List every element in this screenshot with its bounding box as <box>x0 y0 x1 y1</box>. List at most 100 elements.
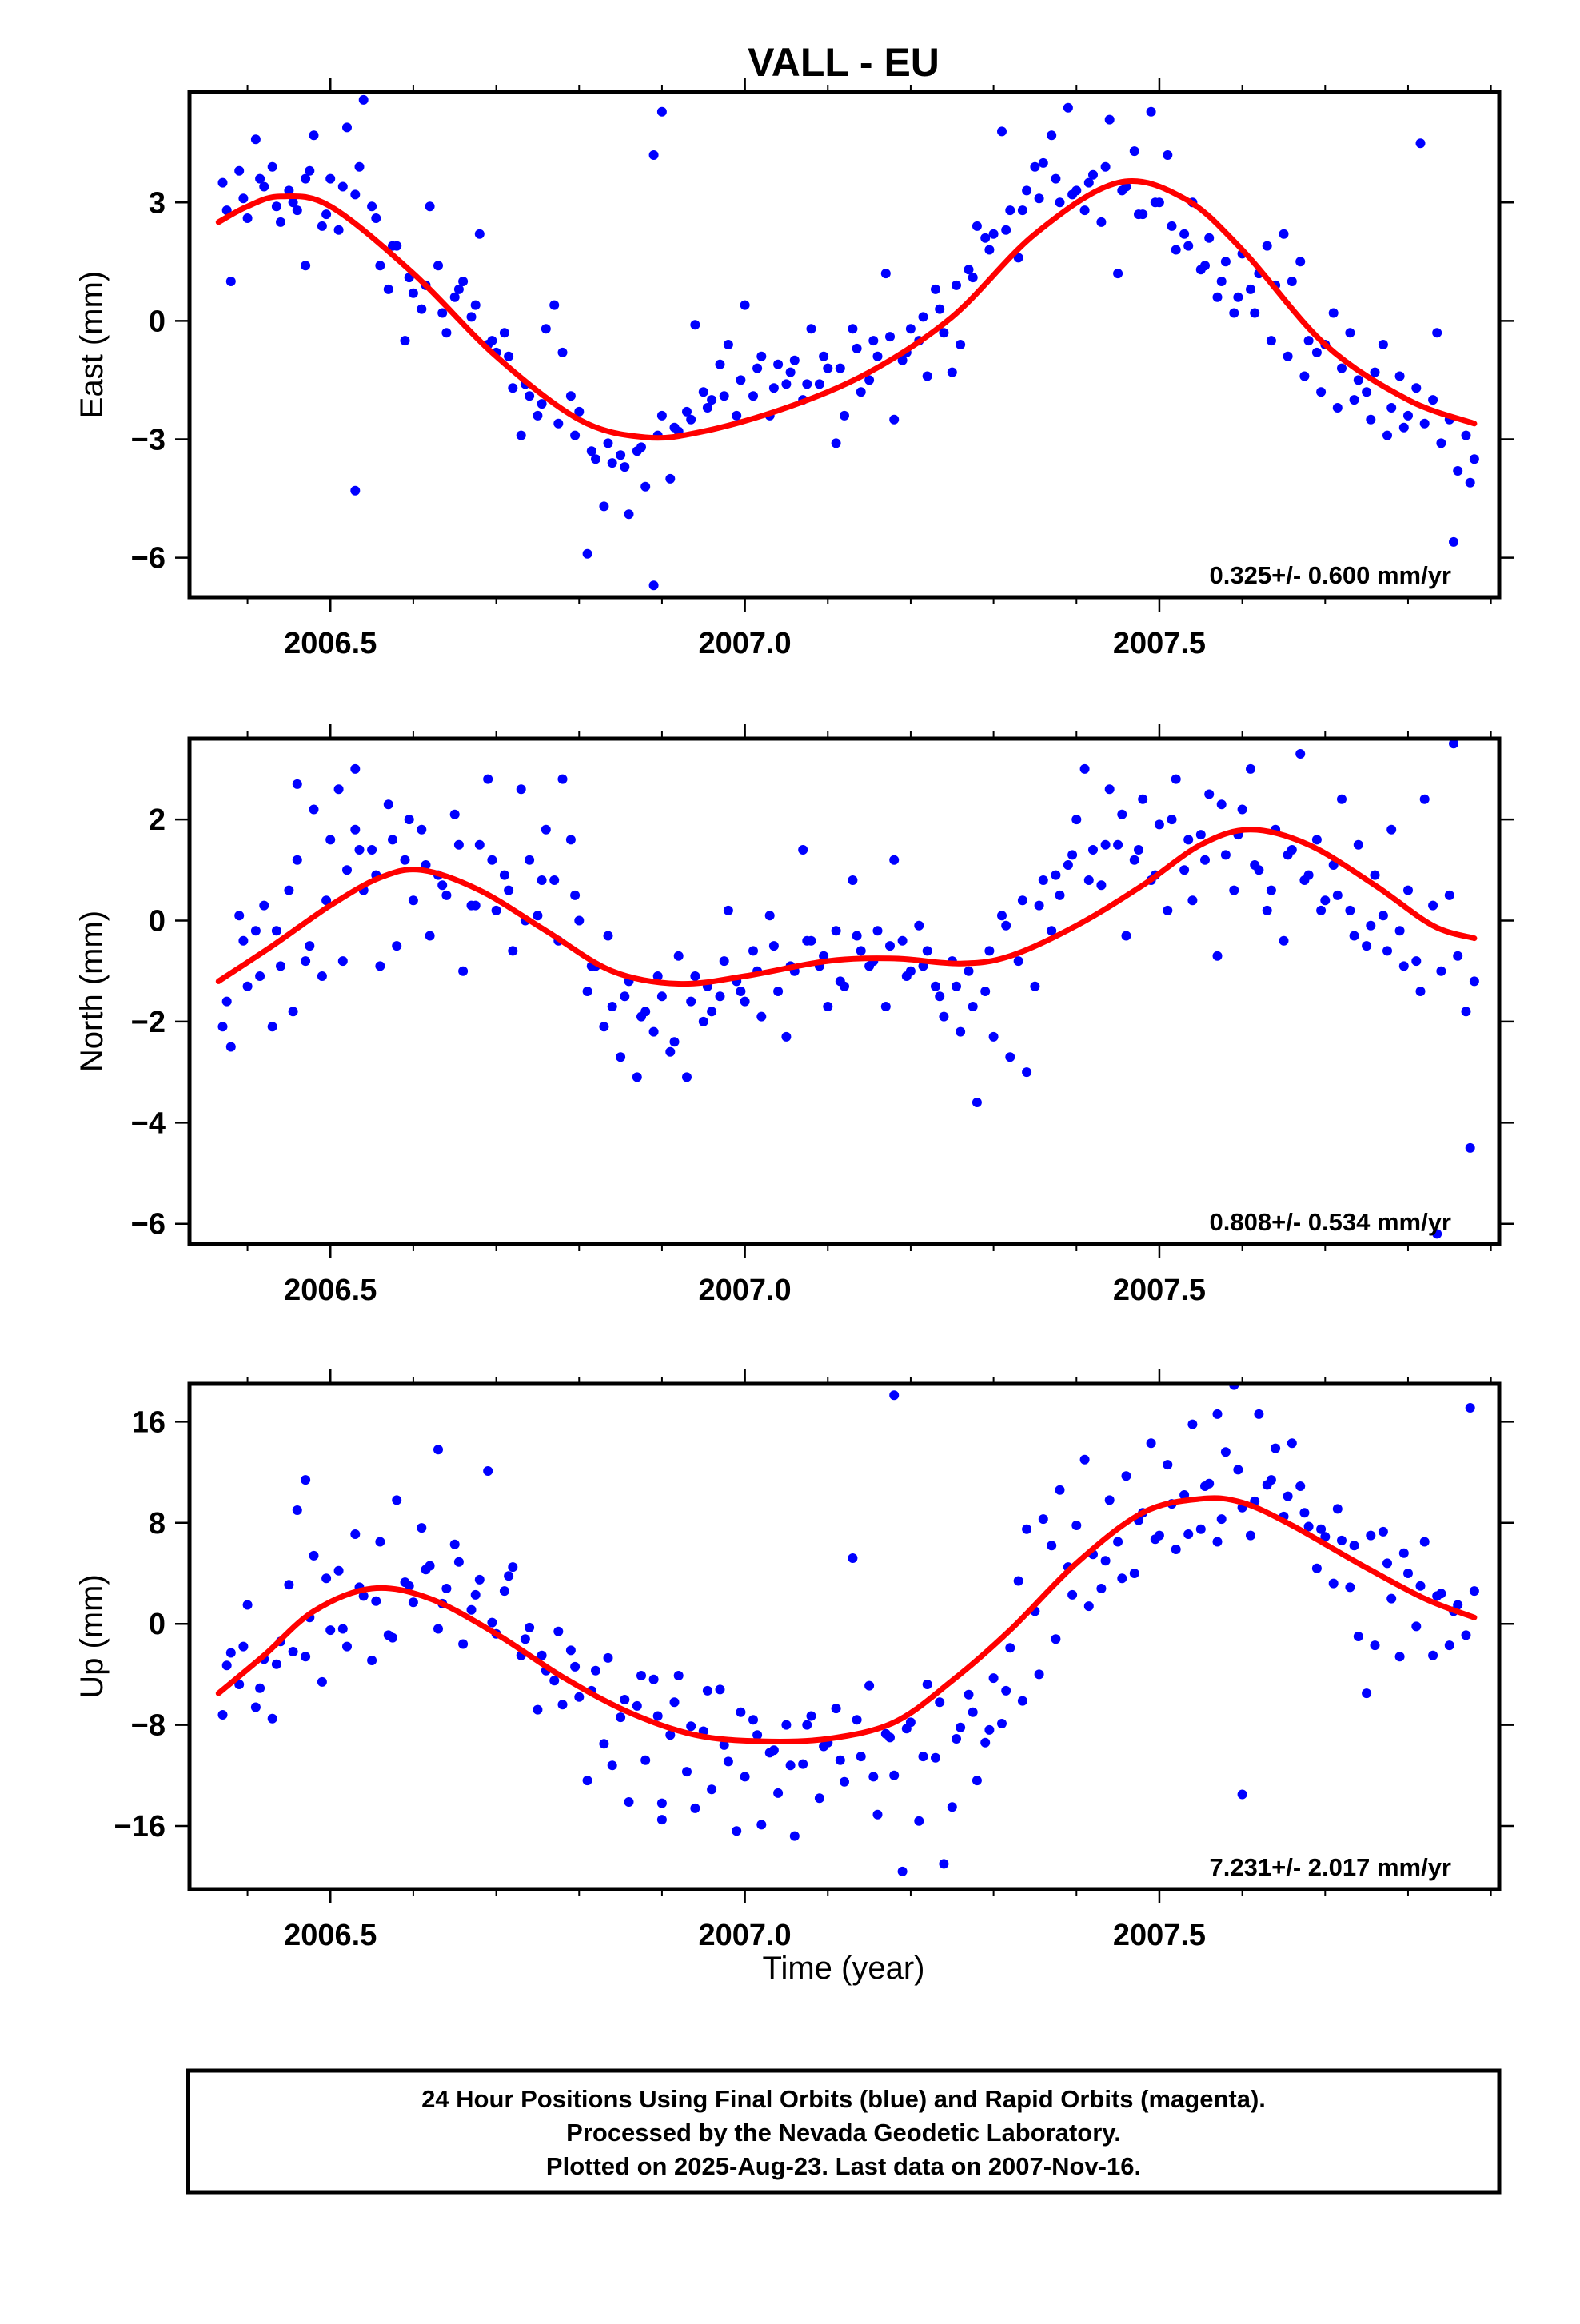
data-point <box>533 410 543 421</box>
data-point <box>570 430 581 440</box>
data-point <box>516 430 526 440</box>
data-point <box>665 1730 676 1740</box>
data-point <box>1370 1640 1380 1651</box>
data-point <box>756 351 767 361</box>
data-point <box>1104 1495 1115 1505</box>
data-point <box>707 1007 717 1017</box>
data-point <box>1088 845 1098 855</box>
data-point <box>1428 1650 1438 1660</box>
data-point <box>582 987 592 996</box>
data-point <box>968 1707 978 1717</box>
data-point <box>648 1674 659 1684</box>
data-point <box>1138 794 1148 804</box>
data-point <box>565 1645 576 1656</box>
data-point <box>333 225 344 235</box>
data-point <box>1216 799 1227 810</box>
data-point <box>325 835 336 845</box>
data-point <box>1134 209 1143 220</box>
data-point <box>1283 351 1293 361</box>
data-point <box>1287 277 1297 286</box>
data-point <box>499 1586 509 1597</box>
data-point <box>1337 794 1347 804</box>
data-point <box>217 177 228 188</box>
data-point <box>607 1760 617 1771</box>
data-point <box>607 458 617 468</box>
data-point <box>1295 257 1306 267</box>
data-point <box>1428 900 1438 911</box>
data-point <box>607 1002 617 1011</box>
fit-curve <box>215 1495 1478 1745</box>
data-point <box>288 1007 298 1017</box>
data-point <box>1212 292 1223 302</box>
data-point <box>1017 1696 1027 1706</box>
data-point <box>1047 926 1057 936</box>
data-point <box>715 1684 725 1695</box>
data-point <box>868 1772 879 1782</box>
data-point <box>972 1098 982 1107</box>
data-point <box>1349 1541 1359 1551</box>
data-point <box>1436 966 1446 976</box>
data-point <box>690 320 700 330</box>
data-point <box>819 951 829 961</box>
data-point <box>1419 794 1430 804</box>
data-point <box>1121 1471 1131 1481</box>
data-point <box>586 446 596 456</box>
data-point <box>487 1617 497 1628</box>
footer-line-1: 24 Hour Positions Using Final Orbits (bl… <box>421 2085 1266 2113</box>
data-point <box>864 375 875 385</box>
data-point <box>242 981 253 991</box>
data-point <box>1167 815 1177 825</box>
data-point <box>715 991 725 1002</box>
data-point <box>1195 1524 1206 1534</box>
data-point <box>698 1016 708 1026</box>
data-point <box>1469 976 1479 987</box>
data-point <box>1299 875 1310 885</box>
data-point <box>238 935 249 946</box>
data-point <box>508 946 518 956</box>
data-point <box>752 363 763 373</box>
data-point <box>1316 387 1327 397</box>
data-point <box>968 1002 978 1011</box>
data-point <box>922 1680 932 1689</box>
data-point <box>1005 205 1015 216</box>
data-point <box>1079 205 1090 216</box>
data-point <box>885 1732 895 1743</box>
data-point <box>669 1037 680 1047</box>
data-point <box>1386 1593 1397 1604</box>
data-point <box>392 1495 402 1505</box>
data-point <box>388 1632 397 1643</box>
data-point <box>1100 161 1111 172</box>
data-point <box>823 1002 833 1011</box>
data-point <box>1320 895 1331 906</box>
data-point <box>889 855 900 865</box>
y-tick-label: 16 <box>132 1405 166 1439</box>
data-point <box>255 971 265 981</box>
data-point <box>350 189 361 200</box>
data-point <box>752 1730 763 1740</box>
data-point <box>1411 1621 1422 1632</box>
data-point <box>417 824 427 835</box>
data-point <box>337 956 348 967</box>
data-point <box>707 1784 717 1795</box>
data-point <box>980 987 991 996</box>
y-tick-label: −6 <box>131 1208 166 1242</box>
data-point <box>918 1752 928 1762</box>
data-point <box>1038 1514 1048 1525</box>
data-point <box>648 580 659 591</box>
data-point <box>1432 1229 1442 1239</box>
data-point <box>652 971 663 981</box>
data-point <box>964 265 974 275</box>
data-point <box>1083 1601 1094 1612</box>
data-point <box>848 1553 858 1563</box>
data-point <box>935 1697 945 1708</box>
data-point <box>1349 395 1359 405</box>
data-point <box>537 875 547 885</box>
data-point <box>1163 1460 1173 1470</box>
data-point <box>1055 1485 1065 1495</box>
data-point <box>1005 1052 1015 1062</box>
data-point <box>831 1704 841 1714</box>
data-point <box>1316 1524 1327 1534</box>
data-point <box>768 941 779 951</box>
data-point <box>371 1596 381 1606</box>
data-point <box>939 328 949 338</box>
